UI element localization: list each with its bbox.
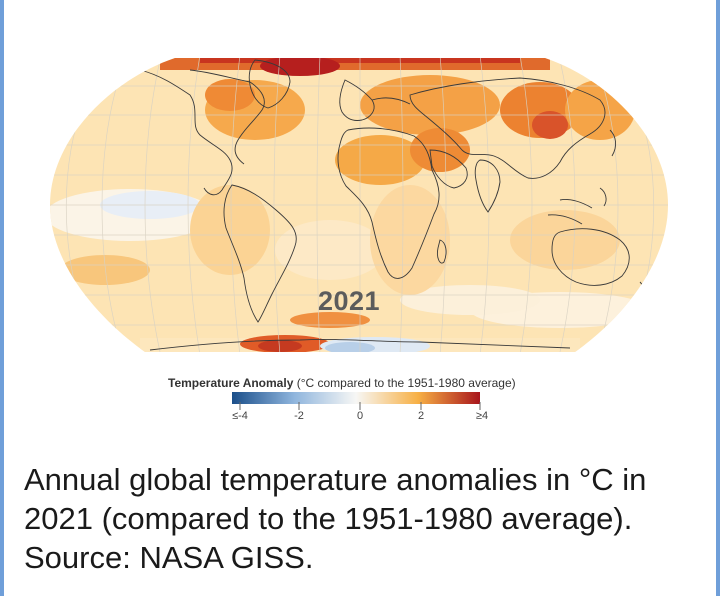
year-label: 2021 — [318, 286, 381, 316]
legend-ticks — [239, 402, 481, 410]
legend-title: Temperature Anomaly (°C compared to the … — [168, 376, 588, 390]
legend-tick-minus2: -2 — [294, 410, 304, 422]
legend-title-bold: Temperature Anomaly — [168, 376, 294, 390]
graticule — [50, 58, 668, 352]
legend-tick-max: ≥4 — [475, 410, 489, 422]
figure-caption: Annual global temperature anomalies in °… — [24, 462, 647, 575]
anomaly-map: 2021 Temperature Anomaly (°C compared to… — [50, 58, 668, 422]
legend-title-rest: (°C compared to the 1951-1980 average) — [293, 376, 516, 390]
world-map-graphic — [50, 58, 668, 410]
right-border — [716, 0, 720, 596]
legend-tick-plus2: 2 — [417, 410, 425, 422]
legend-color-bar — [232, 392, 480, 404]
legend-tick-zero: 0 — [356, 410, 364, 422]
left-border — [0, 0, 4, 596]
legend-tick-min: ≤-4 — [232, 410, 248, 422]
